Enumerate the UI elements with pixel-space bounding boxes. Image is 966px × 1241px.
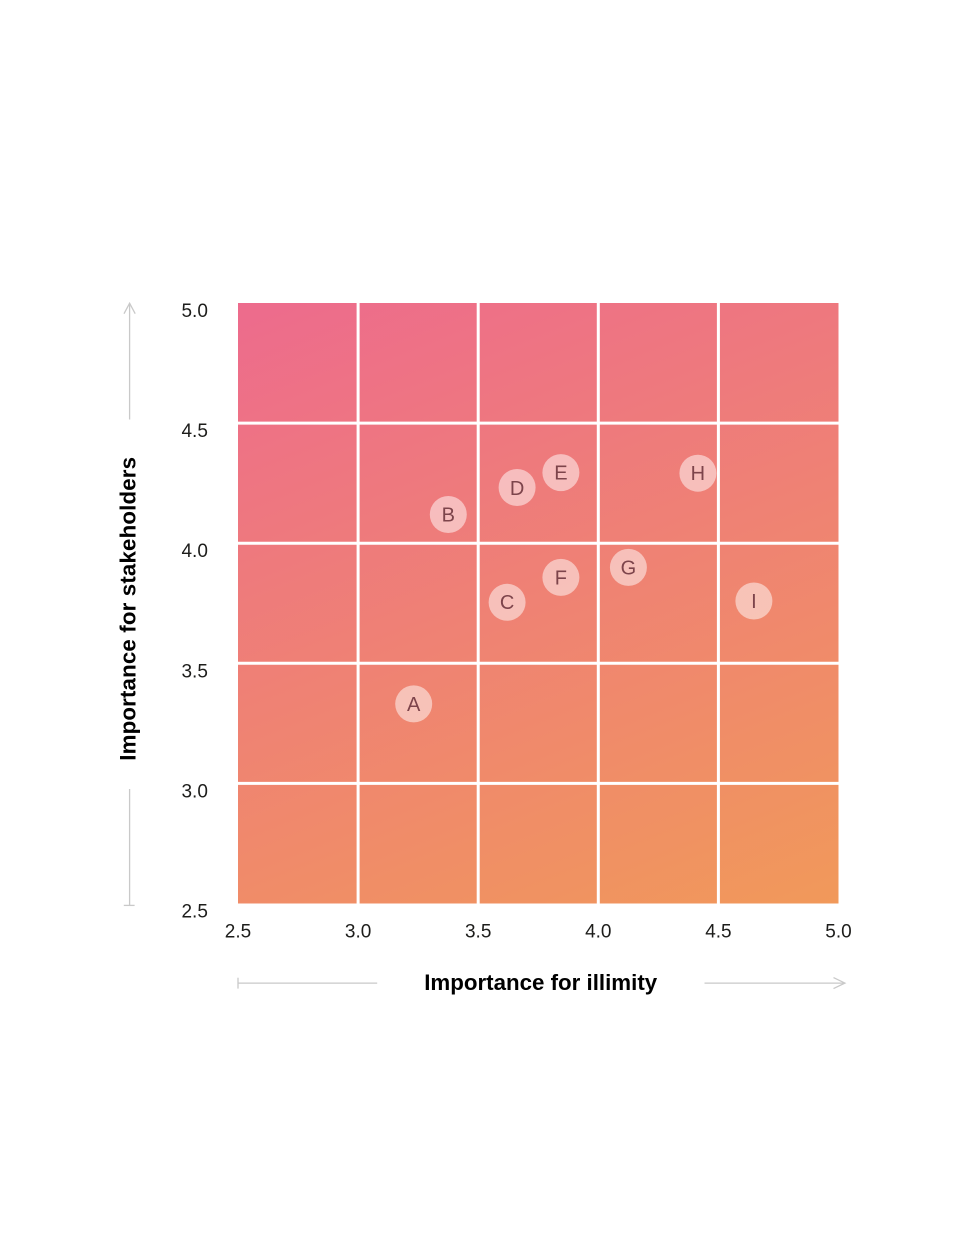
svg-text:5.0: 5.0 — [825, 922, 851, 943]
svg-text:C: C — [500, 592, 514, 614]
svg-text:4.5: 4.5 — [705, 922, 731, 943]
svg-text:F: F — [555, 567, 567, 589]
svg-text:I: I — [751, 591, 757, 613]
svg-text:2.5: 2.5 — [181, 902, 207, 923]
svg-text:3.0: 3.0 — [181, 781, 207, 802]
svg-text:D: D — [510, 478, 524, 500]
svg-text:G: G — [621, 557, 637, 579]
svg-text:A: A — [407, 694, 421, 716]
svg-text:5.0: 5.0 — [181, 301, 207, 322]
svg-text:B: B — [442, 504, 455, 526]
svg-text:2.5: 2.5 — [225, 922, 251, 943]
svg-text:Importance for stakeholders: Importance for stakeholders — [115, 457, 140, 761]
svg-text:4.5: 4.5 — [181, 421, 207, 442]
svg-text:3.0: 3.0 — [345, 922, 371, 943]
svg-text:4.0: 4.0 — [585, 922, 611, 943]
svg-text:4.0: 4.0 — [181, 541, 207, 562]
svg-text:3.5: 3.5 — [181, 661, 207, 682]
svg-text:Importance for illimity: Importance for illimity — [424, 970, 658, 995]
svg-text:E: E — [554, 463, 567, 485]
svg-text:3.5: 3.5 — [465, 922, 491, 943]
svg-text:H: H — [691, 463, 705, 485]
